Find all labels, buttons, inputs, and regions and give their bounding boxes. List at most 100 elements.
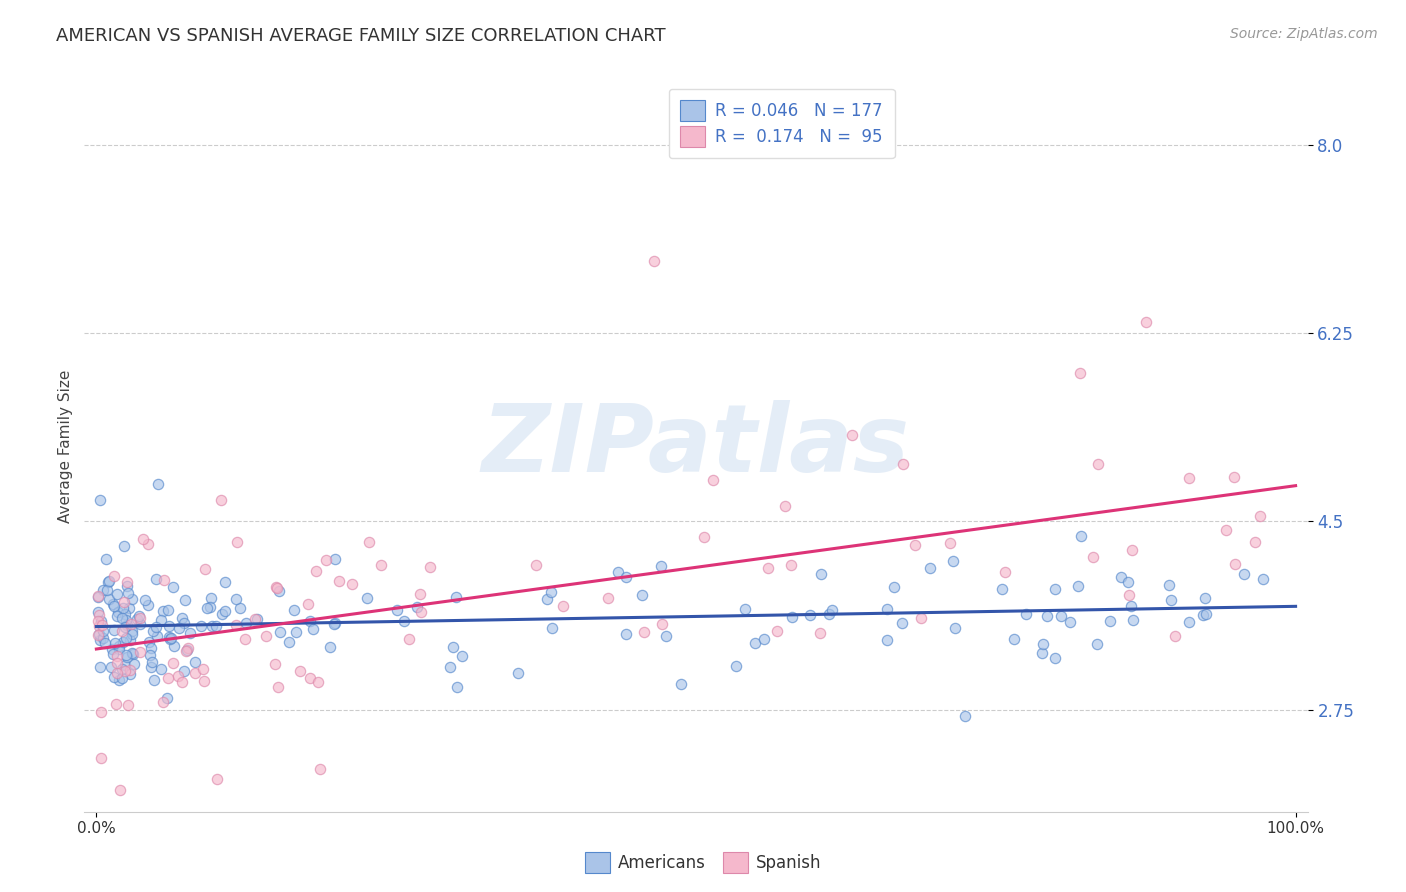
Point xyxy=(702,474,724,488)
Point xyxy=(146,476,169,491)
Point xyxy=(818,607,841,621)
Point xyxy=(91,617,114,632)
Point xyxy=(1087,457,1109,471)
Point xyxy=(1232,566,1254,581)
Point xyxy=(782,610,804,624)
Point xyxy=(118,600,141,615)
Point xyxy=(1194,591,1216,606)
Point xyxy=(214,574,236,589)
Point xyxy=(450,648,472,663)
Point xyxy=(107,642,129,657)
Point xyxy=(1178,615,1201,630)
Point xyxy=(655,629,678,643)
Point xyxy=(631,589,654,603)
Point xyxy=(150,662,173,676)
Y-axis label: Average Family Size: Average Family Size xyxy=(58,369,73,523)
Point xyxy=(1135,315,1157,329)
Point xyxy=(103,599,125,614)
Point xyxy=(94,552,117,566)
Point xyxy=(1121,599,1143,613)
Point xyxy=(650,558,672,573)
Point xyxy=(120,617,142,632)
Point xyxy=(1195,607,1218,621)
Point xyxy=(323,616,346,631)
Point xyxy=(114,607,136,622)
Point xyxy=(103,647,125,661)
Point xyxy=(87,608,110,623)
Point xyxy=(288,664,311,678)
Point xyxy=(89,492,111,507)
Point xyxy=(211,492,233,507)
Point xyxy=(117,586,139,600)
Point xyxy=(1159,577,1181,591)
Point xyxy=(122,648,145,662)
Point xyxy=(1035,608,1057,623)
Point xyxy=(1249,508,1271,523)
Point xyxy=(111,624,134,638)
Point xyxy=(157,630,180,644)
Point xyxy=(939,535,962,549)
Point xyxy=(1015,607,1038,621)
Point xyxy=(1178,471,1201,485)
Point xyxy=(108,783,131,797)
Point xyxy=(446,680,468,694)
Point xyxy=(193,562,215,576)
Point xyxy=(141,655,163,669)
Point xyxy=(1049,609,1071,624)
Point xyxy=(891,615,914,630)
Point xyxy=(105,665,128,680)
Point xyxy=(136,598,159,612)
Point xyxy=(162,580,184,594)
Point xyxy=(233,632,256,646)
Point xyxy=(1164,629,1187,643)
Point xyxy=(1043,651,1066,665)
Point xyxy=(744,636,766,650)
Point xyxy=(139,648,162,662)
Point xyxy=(297,597,319,611)
Point xyxy=(190,619,212,633)
Point xyxy=(264,580,287,594)
Point xyxy=(172,610,194,624)
Point xyxy=(643,254,665,268)
Point xyxy=(820,603,842,617)
Point xyxy=(942,554,965,568)
Point xyxy=(841,428,863,442)
Point xyxy=(86,605,108,619)
Point xyxy=(98,574,121,589)
Point xyxy=(104,636,127,650)
Point xyxy=(145,572,167,586)
Point xyxy=(1031,646,1053,660)
Point xyxy=(91,632,114,646)
Point xyxy=(1116,575,1139,590)
Point xyxy=(103,670,125,684)
Point xyxy=(142,673,165,687)
Point xyxy=(184,655,207,669)
Point xyxy=(90,614,112,628)
Point xyxy=(108,673,131,688)
Point xyxy=(121,626,143,640)
Point xyxy=(114,620,136,634)
Point xyxy=(115,631,138,645)
Point xyxy=(129,611,152,625)
Point xyxy=(111,635,134,649)
Point xyxy=(1122,613,1144,627)
Legend: Americans, Spanish: Americans, Spanish xyxy=(578,846,828,880)
Point xyxy=(115,648,138,663)
Point xyxy=(1192,607,1215,622)
Point xyxy=(121,624,143,638)
Point xyxy=(910,610,932,624)
Point xyxy=(1243,535,1265,549)
Point xyxy=(524,558,547,572)
Point xyxy=(111,610,134,624)
Point xyxy=(112,595,135,609)
Point xyxy=(598,591,620,606)
Point xyxy=(266,581,288,595)
Point xyxy=(118,663,141,677)
Point xyxy=(86,628,108,642)
Point xyxy=(173,593,195,607)
Point xyxy=(89,659,111,673)
Point xyxy=(91,582,114,597)
Point xyxy=(1032,637,1054,651)
Point xyxy=(200,591,222,605)
Point xyxy=(810,567,832,582)
